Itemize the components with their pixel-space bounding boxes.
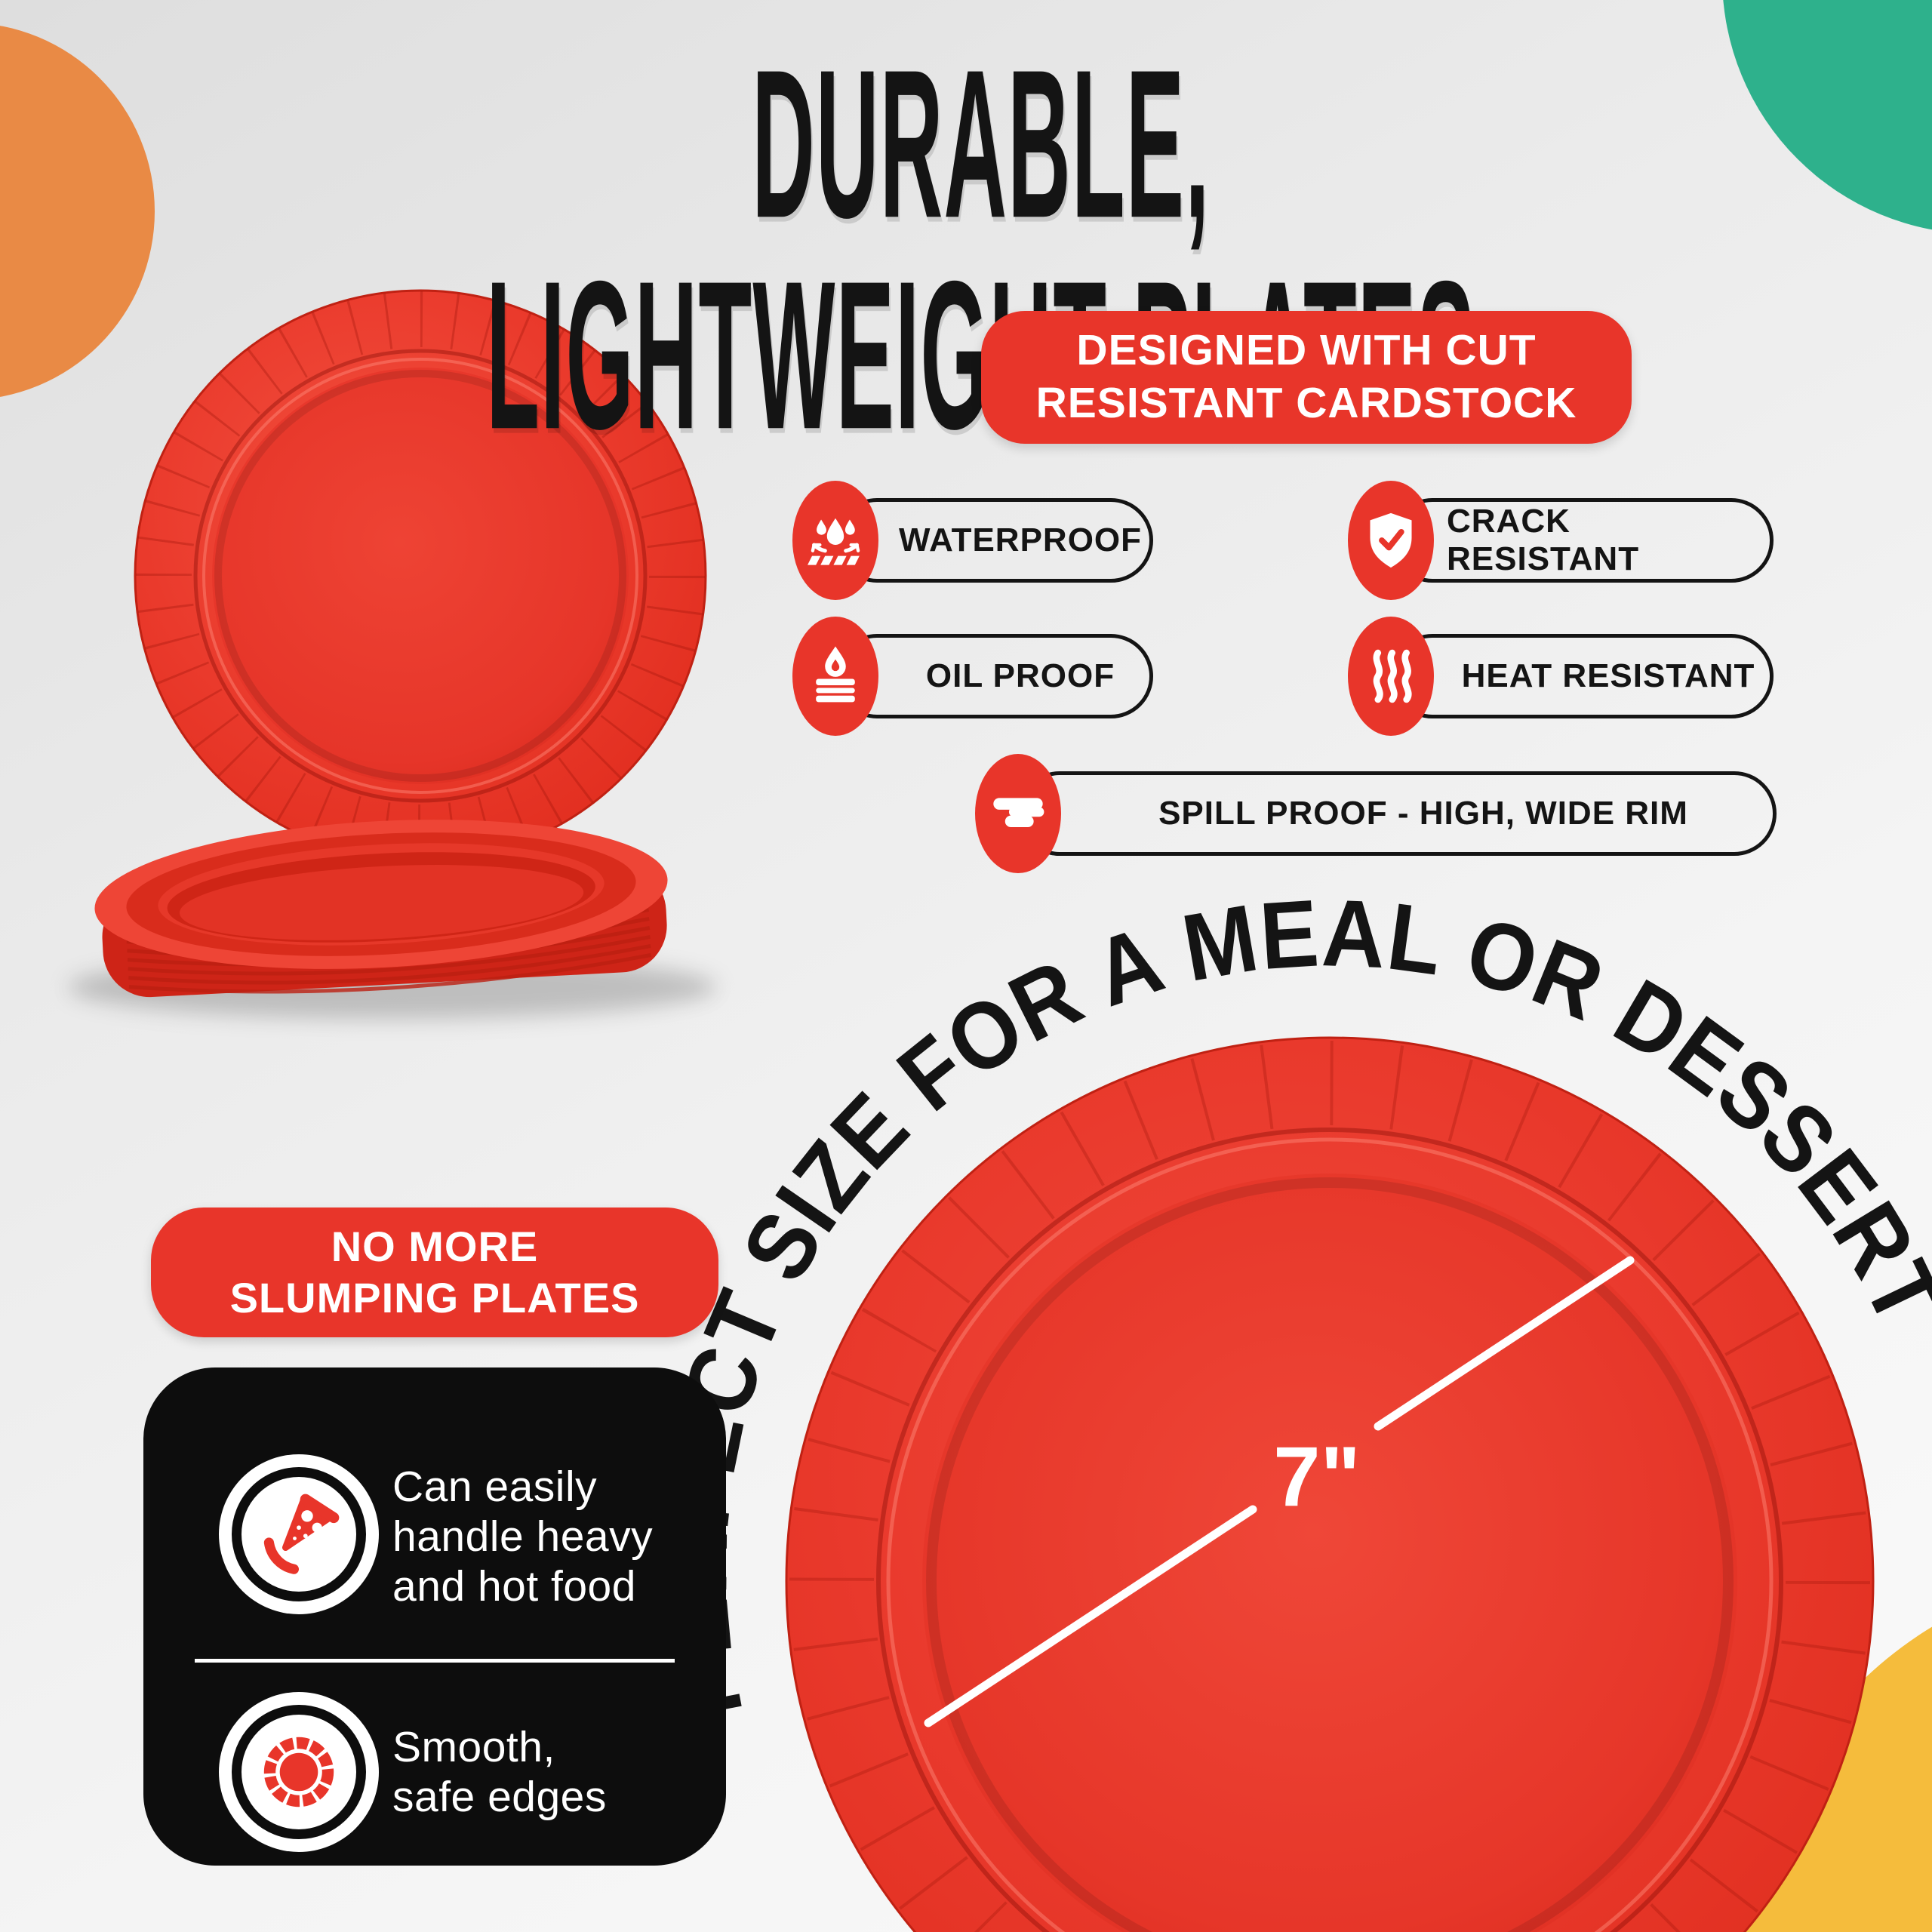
no-slump-line2: SLUMPING PLATES [229,1274,640,1321]
benefits-divider [195,1659,675,1663]
oil-proof-icon [792,617,878,736]
waterproof-icon [792,481,878,600]
feature-pill-waterproof: WATERPROOF [835,498,1153,583]
pizza-slice-icon [219,1454,379,1614]
plate-rim-icon [219,1692,379,1852]
page-title-line1: DURABLE, [752,27,1211,263]
seven-inch-plate-photo [785,1036,1875,1932]
feature-pill-heat-resistant: HEAT RESISTANT [1390,634,1774,718]
feature-label: HEAT RESISTANT [1461,657,1755,694]
benefits-panel: Can easily handle heavy and hot food Smo… [143,1367,726,1866]
feature-pill-oil-proof: OIL PROOF [835,634,1153,718]
spill-proof-icon [975,754,1061,873]
feature-label: SPILL PROOF - HIGH, WIDE RIM [1158,795,1688,832]
benefit-text-heavy-food: Can easily handle heavy and hot food [392,1463,654,1611]
standing-plate-photo [134,289,707,863]
no-slump-badge: NO MORE SLUMPING PLATES [151,1208,718,1337]
feature-label: OIL PROOF [925,657,1115,694]
feature-pill-spill-proof: SPILL PROOF - HIGH, WIDE RIM [1017,771,1777,856]
cardstock-badge: DESIGNED WITH CUT RESISTANT CARDSTOCK [981,311,1632,444]
plate-stack-photo [68,820,717,1019]
diameter-measurement: 7" [924,1256,1635,1727]
no-slump-line1: NO MORE [331,1222,539,1270]
diameter-label: 7" [1273,1429,1360,1524]
cardstock-badge-line1: DESIGNED WITH CUT [1076,326,1537,375]
feature-label: CRACK RESISTANT [1447,503,1640,577]
crack-resistant-icon [1348,481,1434,600]
heat-resistant-icon [1348,617,1434,736]
feature-label: WATERPROOF [898,521,1143,558]
benefit-text-safe-edges: Smooth, safe edges [392,1723,607,1822]
cardstock-badge-line2: RESISTANT CARDSTOCK [1035,379,1577,427]
feature-pill-crack-resistant: CRACK RESISTANT [1390,498,1774,583]
